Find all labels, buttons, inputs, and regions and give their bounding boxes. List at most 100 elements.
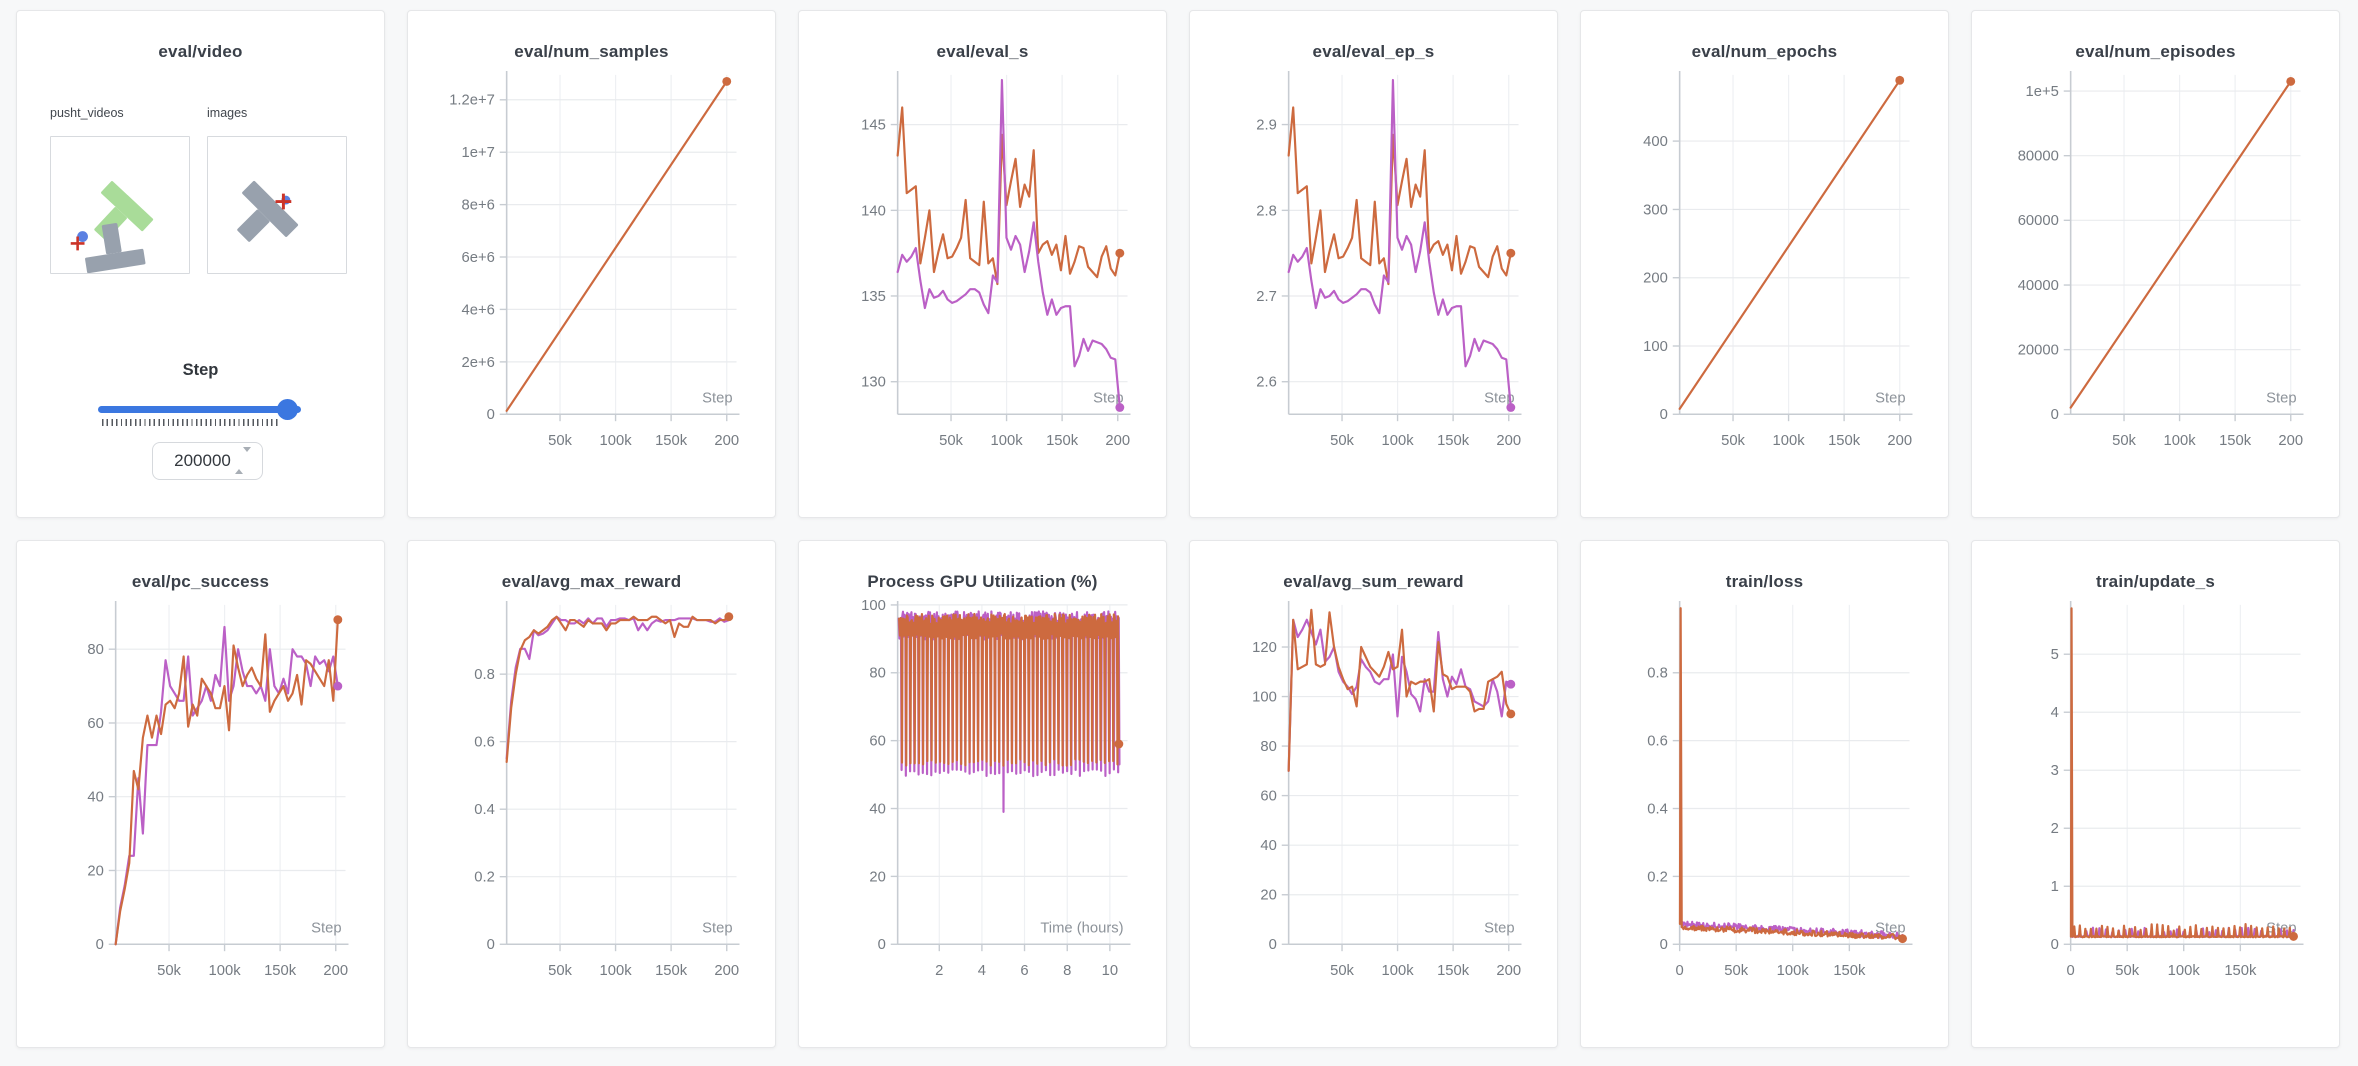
svg-text:6e+6: 6e+6 [462, 250, 495, 266]
svg-text:100k: 100k [600, 963, 633, 979]
svg-text:150k: 150k [2224, 963, 2257, 979]
svg-text:4: 4 [978, 963, 986, 979]
pusht-image-frame [237, 180, 299, 242]
svg-text:200: 200 [1496, 433, 1521, 449]
svg-text:0: 0 [1660, 407, 1668, 423]
chart-canvas[interactable]: 2.6 2.7 2.8 2.9 50k 100k 150k 200 Step [1190, 67, 1557, 473]
svg-text:2.6: 2.6 [1256, 375, 1277, 391]
svg-text:40: 40 [869, 801, 885, 817]
svg-text:20: 20 [87, 863, 103, 879]
svg-text:2: 2 [2051, 821, 2059, 837]
chart-canvas[interactable]: 0 20 40 60 80 50k 100k 150k 200 Step [17, 597, 384, 1003]
svg-text:8: 8 [1063, 963, 1071, 979]
pusht-image-thumbnail[interactable] [207, 136, 347, 274]
panel-title: eval/avg_sum_reward [1283, 572, 1464, 591]
agent-dot-icon [77, 231, 88, 242]
svg-text:135: 135 [861, 289, 886, 305]
svg-text:Step: Step [1484, 390, 1514, 406]
svg-text:50k: 50k [2115, 963, 2139, 979]
pusht-video-frame [70, 181, 154, 273]
svg-text:150k: 150k [655, 433, 688, 449]
svg-text:80: 80 [1260, 739, 1276, 755]
svg-text:8e+6: 8e+6 [462, 198, 495, 214]
step-slider-track[interactable] [98, 406, 301, 413]
svg-text:100k: 100k [1777, 963, 1810, 979]
svg-text:150k: 150k [1046, 433, 1079, 449]
svg-text:Step: Step [702, 920, 732, 936]
svg-text:2.9: 2.9 [1256, 118, 1277, 134]
media-label-pusht-videos: pusht_videos [50, 106, 124, 120]
svg-text:50k: 50k [1330, 963, 1354, 979]
svg-text:40: 40 [87, 790, 103, 806]
svg-text:60: 60 [869, 734, 885, 750]
svg-text:100k: 100k [1382, 963, 1415, 979]
panel-title: eval/eval_s [936, 42, 1029, 61]
svg-text:300: 300 [1643, 202, 1668, 218]
svg-text:0: 0 [487, 407, 495, 423]
svg-text:150k: 150k [1833, 963, 1866, 979]
svg-text:0.8: 0.8 [1647, 666, 1668, 682]
step-value-input[interactable]: 200000 [152, 442, 263, 480]
goal-t-shape [94, 181, 154, 241]
media-label-images: images [207, 106, 248, 120]
svg-text:100k: 100k [209, 963, 242, 979]
svg-text:100k: 100k [991, 433, 1024, 449]
panel-title: eval/eval_ep_s [1312, 42, 1435, 61]
chart-panel-eval-avg-max-reward: eval/avg_max_reward 0 0.2 0.4 0.6 0.8 50k 100k… [407, 540, 776, 1048]
svg-text:3: 3 [2051, 763, 2059, 779]
svg-text:Step: Step [1093, 390, 1123, 406]
svg-text:100: 100 [1643, 339, 1668, 355]
stepper-icons[interactable] [235, 447, 251, 474]
svg-text:100k: 100k [600, 433, 633, 449]
svg-text:1: 1 [2051, 879, 2059, 895]
svg-text:100k: 100k [1773, 433, 1806, 449]
chart-panel-eval-eval-ep-s: eval/eval_ep_s 2.6 2.7 2.8 2.9 50k 100k 150k 20… [1189, 10, 1558, 518]
svg-text:100: 100 [1252, 689, 1277, 705]
svg-text:50k: 50k [2112, 433, 2136, 449]
chart-canvas[interactable]: 0 20 40 60 80 100 2 4 6 8 10 Time (hours) [799, 597, 1166, 1003]
step-slider-label: Step [182, 361, 219, 379]
svg-text:4: 4 [2051, 705, 2059, 721]
svg-text:20: 20 [869, 869, 885, 885]
svg-text:150k: 150k [655, 963, 688, 979]
svg-text:145: 145 [861, 118, 886, 134]
svg-text:0: 0 [1269, 937, 1277, 953]
svg-text:Step: Step [311, 920, 341, 936]
svg-text:0.2: 0.2 [1647, 869, 1668, 885]
chart-canvas[interactable]: 0 2e+6 4e+6 6e+6 8e+6 1e+7 1.2e+7 50k 100k 150k 20… [408, 67, 775, 473]
svg-text:50k: 50k [1721, 433, 1745, 449]
chart-canvas[interactable]: 0 100 200 300 400 50k 100k 150k 200 Step [1581, 67, 1948, 473]
svg-text:50k: 50k [939, 433, 963, 449]
svg-text:130: 130 [861, 375, 886, 391]
svg-text:1e+7: 1e+7 [462, 145, 495, 161]
chart-canvas[interactable]: 0 20 40 60 80 100 120 50k 100k 150k 200 Step [1190, 597, 1557, 1003]
chart-panel-eval-num-samples: eval/num_samples 0 2e+6 4e+6 6e+6 8e+6 1e+7 1.… [407, 10, 776, 518]
svg-text:50k: 50k [1330, 433, 1354, 449]
chart-canvas[interactable]: 130 135 140 145 50k 100k 150k 200 Step [799, 67, 1166, 473]
svg-text:0: 0 [2067, 963, 2075, 979]
stepper-down-icon[interactable] [243, 447, 251, 469]
svg-text:60: 60 [87, 716, 103, 732]
svg-text:150k: 150k [264, 963, 297, 979]
svg-text:120: 120 [1252, 640, 1277, 656]
stepper-up-icon[interactable] [235, 452, 243, 474]
chart-canvas[interactable]: 0 20000 40000 60000 80000 1e+5 50k 100k 150k 200 S… [1972, 67, 2339, 473]
svg-text:80000: 80000 [2018, 149, 2059, 165]
svg-text:50k: 50k [1724, 963, 1748, 979]
svg-text:200: 200 [1643, 271, 1668, 287]
pusht-video-thumbnail[interactable] [50, 136, 190, 274]
svg-text:200: 200 [1887, 433, 1912, 449]
step-value: 200000 [174, 451, 231, 470]
svg-text:1e+5: 1e+5 [2026, 84, 2059, 100]
step-slider-tickmarks [102, 419, 278, 426]
chart-canvas[interactable]: 0 0.2 0.4 0.6 0.8 50k 100k 150k 200 Step [408, 597, 775, 1003]
goal-cross-icon [70, 236, 85, 251]
svg-text:150k: 150k [1437, 433, 1470, 449]
panel-title: eval/num_episodes [2075, 42, 2236, 61]
svg-text:Step: Step [1875, 390, 1905, 406]
svg-text:0.2: 0.2 [474, 870, 495, 886]
step-slider-thumb[interactable] [277, 399, 298, 420]
panel-title: eval/avg_max_reward [501, 572, 682, 591]
